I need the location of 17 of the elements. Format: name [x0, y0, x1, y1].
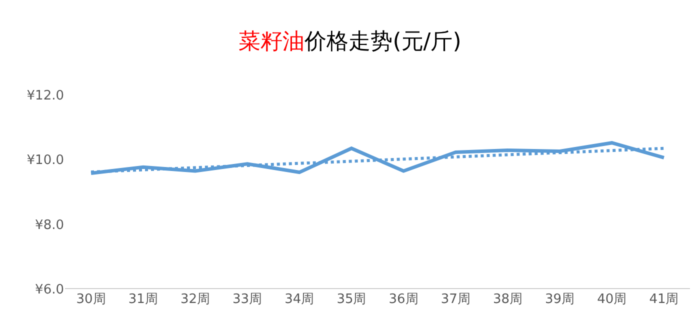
x-tick-label: 32周 [180, 292, 210, 307]
y-tick-label: ¥8.0 [35, 218, 64, 233]
x-tick-label: 35周 [336, 292, 366, 307]
x-tick-label: 39周 [545, 292, 575, 307]
x-tick-label: 38周 [492, 292, 522, 307]
y-tick-label: ¥12.0 [26, 88, 64, 104]
chart-title: 菜籽油价格走势(元/斤) [238, 29, 462, 54]
x-tick-label: 37周 [440, 292, 470, 307]
x-tick-label: 40周 [597, 292, 627, 307]
x-tick-label: 30周 [76, 292, 106, 307]
x-tick-label: 34周 [284, 292, 314, 307]
x-tick-label: 33周 [232, 292, 262, 307]
x-tick-label: 31周 [128, 292, 158, 307]
x-tick-label: 36周 [388, 292, 418, 307]
y-tick-label: ¥10.0 [26, 153, 64, 168]
y-tick-label: ¥6.0 [35, 282, 64, 298]
x-tick-label: 41周 [649, 292, 679, 307]
